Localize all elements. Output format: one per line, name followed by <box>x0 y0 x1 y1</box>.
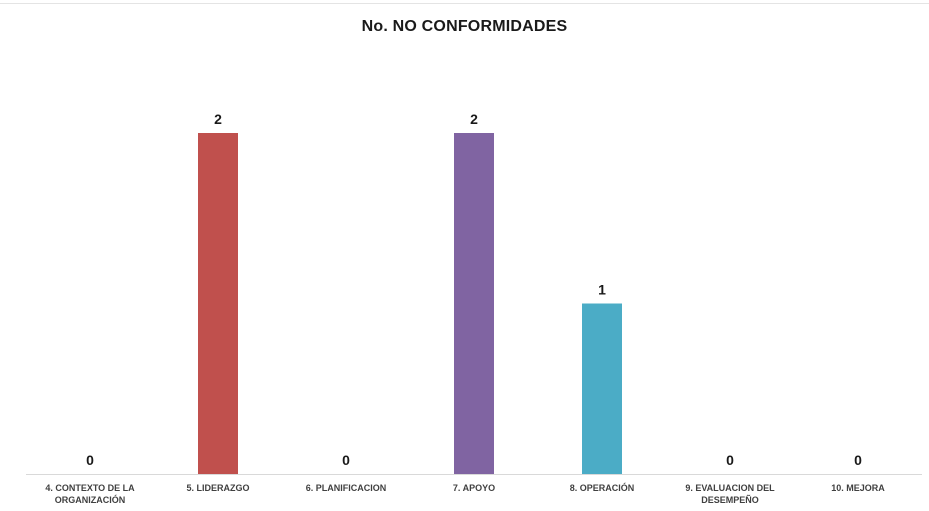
bar-2 <box>198 133 238 474</box>
data-label-1: 0 <box>86 452 94 468</box>
category-label-3: 6. PLANIFICACION <box>306 483 387 493</box>
category-label-line: 9. EVALUACION DEL <box>685 483 775 493</box>
data-label-2: 2 <box>214 111 222 127</box>
category-label-5: 8. OPERACIÓN <box>570 482 635 493</box>
category-label-line: 6. PLANIFICACION <box>306 483 387 493</box>
category-label-1: 4. CONTEXTO DE LA ORGANIZACIÓN <box>45 483 135 505</box>
category-label-line: 5. LIDERAZGO <box>186 483 249 493</box>
category-label-7: 10. MEJORA <box>831 483 885 493</box>
category-label-6: 9. EVALUACION DEL DESEMPEÑO <box>685 483 775 505</box>
category-label-line: ORGANIZACIÓN <box>55 494 126 505</box>
category-label-line: DESEMPEÑO <box>701 495 759 505</box>
chart-title: No. NO CONFORMIDADES <box>361 18 568 35</box>
category-label-4: 7. APOYO <box>453 483 495 493</box>
data-label-3: 0 <box>342 452 350 468</box>
data-label-5: 1 <box>598 282 606 298</box>
data-label-4: 2 <box>470 111 478 127</box>
data-label-7: 0 <box>854 452 862 468</box>
bar-5 <box>582 303 622 474</box>
bar-4 <box>454 133 494 474</box>
category-label-line: 4. CONTEXTO DE LA <box>45 483 135 493</box>
data-label-6: 0 <box>726 452 734 468</box>
category-label-line: 7. APOYO <box>453 483 495 493</box>
category-label-line: 8. OPERACIÓN <box>570 482 635 493</box>
category-label-2: 5. LIDERAZGO <box>186 483 249 493</box>
top-divider <box>0 3 929 4</box>
category-label-line: 10. MEJORA <box>831 483 885 493</box>
